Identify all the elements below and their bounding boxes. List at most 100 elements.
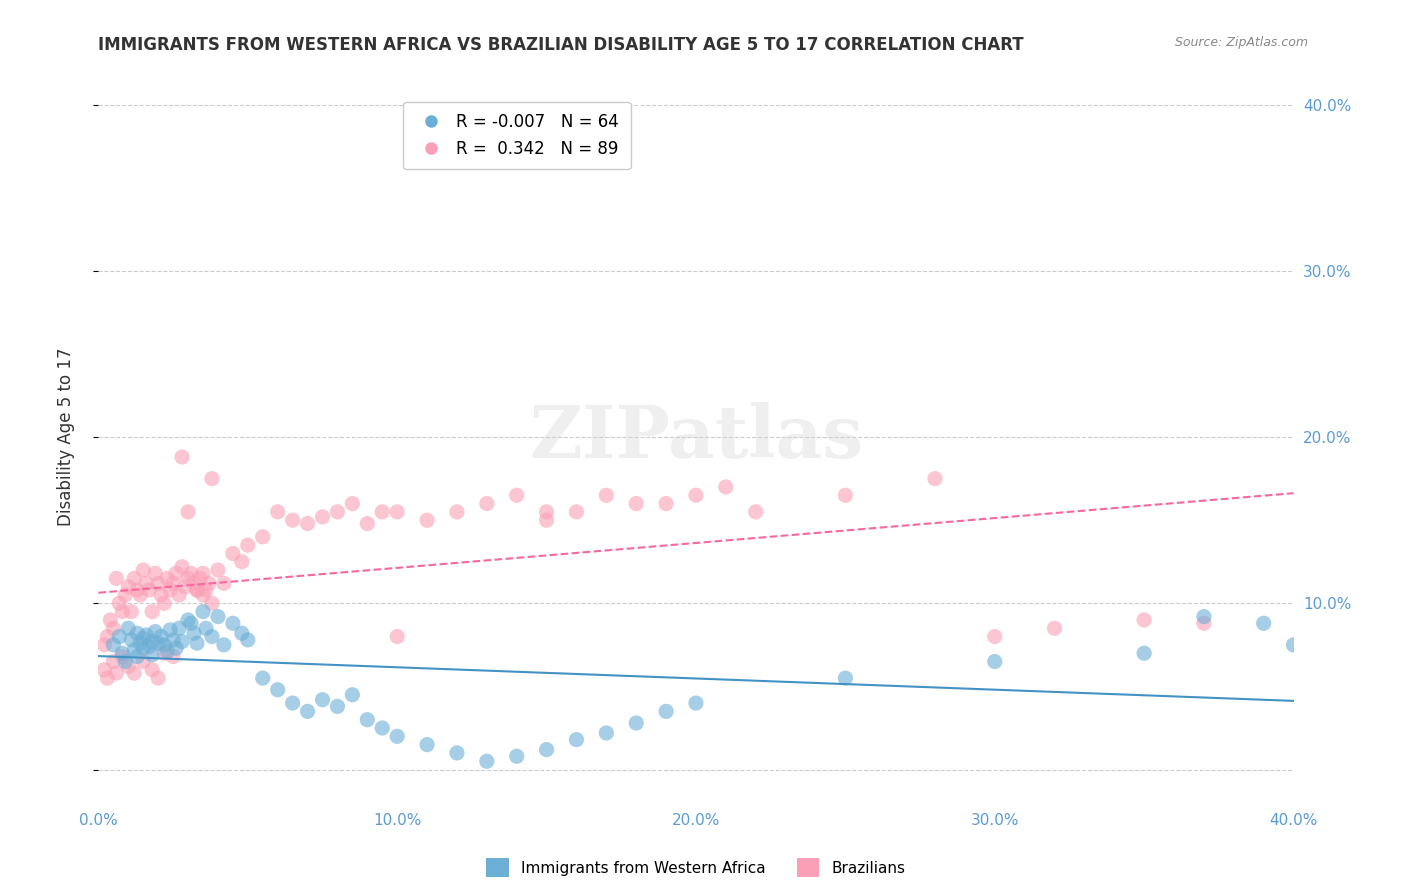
Point bbox=[153, 596, 176, 610]
Point bbox=[162, 649, 184, 664]
Point bbox=[1192, 616, 1215, 631]
Point bbox=[156, 571, 179, 585]
Point bbox=[143, 624, 166, 639]
Point bbox=[231, 555, 253, 569]
Point bbox=[103, 638, 125, 652]
Point bbox=[108, 630, 131, 644]
Point bbox=[132, 641, 155, 656]
Point bbox=[212, 638, 235, 652]
Legend: Immigrants from Western Africa, Brazilians: Immigrants from Western Africa, Brazilia… bbox=[479, 852, 912, 883]
Point bbox=[177, 571, 200, 585]
Point bbox=[117, 659, 139, 673]
Point bbox=[506, 749, 529, 764]
Point bbox=[174, 580, 197, 594]
Point bbox=[191, 588, 214, 602]
Point bbox=[127, 582, 149, 597]
Point bbox=[356, 713, 378, 727]
Point bbox=[165, 641, 187, 656]
Point bbox=[162, 576, 184, 591]
Text: ZIPatlas: ZIPatlas bbox=[529, 401, 863, 473]
Point bbox=[167, 621, 190, 635]
Point bbox=[267, 682, 290, 697]
Point bbox=[475, 497, 498, 511]
Point bbox=[141, 634, 163, 648]
Point bbox=[120, 632, 142, 647]
Point bbox=[108, 596, 131, 610]
Point bbox=[416, 738, 439, 752]
Point bbox=[655, 705, 678, 719]
Point bbox=[236, 538, 259, 552]
Point bbox=[1253, 616, 1275, 631]
Point bbox=[685, 488, 707, 502]
Point bbox=[281, 696, 304, 710]
Point bbox=[105, 571, 128, 585]
Y-axis label: Disability Age 5 to 17: Disability Age 5 to 17 bbox=[56, 348, 75, 526]
Point bbox=[595, 726, 617, 740]
Point bbox=[141, 605, 163, 619]
Point bbox=[326, 505, 349, 519]
Point bbox=[191, 566, 214, 581]
Point bbox=[371, 505, 394, 519]
Point bbox=[984, 630, 1007, 644]
Point bbox=[135, 628, 157, 642]
Point bbox=[103, 655, 125, 669]
Point bbox=[924, 472, 946, 486]
Point bbox=[138, 582, 160, 597]
Point bbox=[129, 588, 152, 602]
Point bbox=[297, 705, 319, 719]
Point bbox=[114, 655, 136, 669]
Point bbox=[201, 630, 224, 644]
Point bbox=[281, 513, 304, 527]
Point bbox=[252, 530, 274, 544]
Point bbox=[207, 609, 229, 624]
Point bbox=[1192, 609, 1215, 624]
Point bbox=[385, 729, 409, 743]
Point bbox=[297, 516, 319, 531]
Point bbox=[127, 626, 149, 640]
Point bbox=[141, 648, 163, 662]
Point bbox=[1133, 613, 1156, 627]
Point bbox=[655, 497, 678, 511]
Point bbox=[96, 630, 118, 644]
Point bbox=[127, 649, 149, 664]
Point bbox=[745, 505, 768, 519]
Point bbox=[475, 754, 498, 768]
Point bbox=[132, 563, 155, 577]
Point bbox=[356, 516, 378, 531]
Point bbox=[342, 688, 364, 702]
Point bbox=[416, 513, 439, 527]
Point bbox=[105, 666, 128, 681]
Point bbox=[150, 630, 173, 644]
Point bbox=[186, 582, 208, 597]
Point bbox=[195, 621, 218, 635]
Point bbox=[100, 613, 122, 627]
Point bbox=[114, 588, 136, 602]
Point bbox=[326, 699, 349, 714]
Point bbox=[172, 634, 194, 648]
Point bbox=[506, 488, 529, 502]
Point bbox=[1043, 621, 1066, 635]
Point bbox=[120, 605, 142, 619]
Point bbox=[188, 571, 211, 585]
Point bbox=[714, 480, 737, 494]
Point bbox=[536, 513, 558, 527]
Point bbox=[222, 546, 245, 560]
Point bbox=[153, 638, 176, 652]
Point bbox=[207, 563, 229, 577]
Point bbox=[198, 576, 221, 591]
Point bbox=[536, 505, 558, 519]
Point bbox=[148, 636, 170, 650]
Point bbox=[124, 571, 146, 585]
Point bbox=[201, 472, 224, 486]
Point bbox=[834, 671, 856, 685]
Point bbox=[446, 746, 468, 760]
Point bbox=[446, 505, 468, 519]
Point bbox=[117, 580, 139, 594]
Point bbox=[186, 636, 208, 650]
Point bbox=[267, 505, 290, 519]
Point bbox=[371, 721, 394, 735]
Point bbox=[311, 692, 333, 706]
Point bbox=[565, 732, 588, 747]
Text: IMMIGRANTS FROM WESTERN AFRICA VS BRAZILIAN DISABILITY AGE 5 TO 17 CORRELATION C: IMMIGRANTS FROM WESTERN AFRICA VS BRAZIL… bbox=[98, 36, 1024, 54]
Point bbox=[222, 616, 245, 631]
